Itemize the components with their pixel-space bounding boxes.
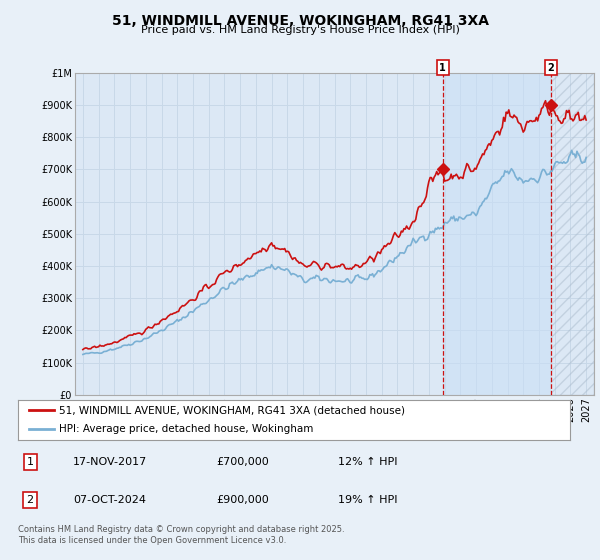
Text: 12% ↑ HPI: 12% ↑ HPI xyxy=(338,457,398,467)
Text: Contains HM Land Registry data © Crown copyright and database right 2025.
This d: Contains HM Land Registry data © Crown c… xyxy=(18,525,344,545)
Text: 2: 2 xyxy=(26,494,34,505)
Text: 1: 1 xyxy=(26,457,34,467)
Text: 51, WINDMILL AVENUE, WOKINGHAM, RG41 3XA (detached house): 51, WINDMILL AVENUE, WOKINGHAM, RG41 3XA… xyxy=(59,405,406,415)
Text: 2: 2 xyxy=(548,63,554,73)
Text: 1: 1 xyxy=(439,63,446,73)
Text: 51, WINDMILL AVENUE, WOKINGHAM, RG41 3XA: 51, WINDMILL AVENUE, WOKINGHAM, RG41 3XA xyxy=(112,14,488,28)
Bar xyxy=(443,73,551,395)
Text: HPI: Average price, detached house, Wokingham: HPI: Average price, detached house, Woki… xyxy=(59,423,314,433)
Text: £700,000: £700,000 xyxy=(217,457,269,467)
Bar xyxy=(551,73,594,395)
Text: Price paid vs. HM Land Registry's House Price Index (HPI): Price paid vs. HM Land Registry's House … xyxy=(140,25,460,35)
Text: 17-NOV-2017: 17-NOV-2017 xyxy=(73,457,148,467)
Text: 19% ↑ HPI: 19% ↑ HPI xyxy=(338,494,398,505)
Text: 07-OCT-2024: 07-OCT-2024 xyxy=(73,494,146,505)
Text: £900,000: £900,000 xyxy=(217,494,269,505)
